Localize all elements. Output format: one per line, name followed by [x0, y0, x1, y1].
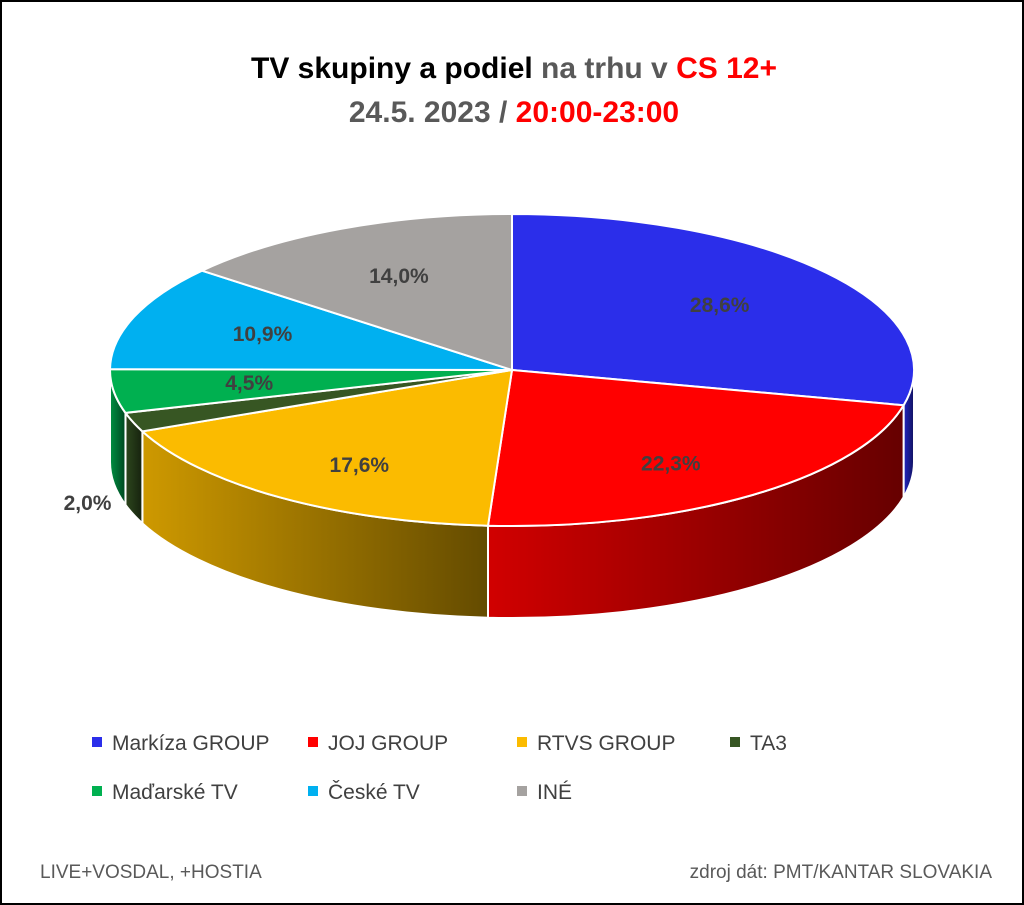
legend-item-joj-group: JOJ GROUP — [308, 732, 448, 756]
pie-slice-joj-group — [486, 368, 906, 527]
legend-item-ceske-tv: České TV — [308, 781, 420, 805]
legend-swatch — [92, 737, 102, 748]
data-label-markiza-group: 28,6% — [690, 294, 750, 317]
legend-label: Maďarské TV — [112, 781, 238, 804]
legend-swatch — [517, 737, 527, 748]
pie-slices — [108, 212, 915, 527]
footer-note: LIVE+VOSDAL, +HOSTIA — [40, 862, 262, 883]
pie-slice-ine — [199, 212, 513, 372]
legend-swatch — [308, 786, 318, 797]
legend-swatch — [308, 737, 318, 748]
legend-swatch — [730, 737, 740, 748]
data-label-ine: 14,0% — [369, 265, 429, 288]
pie-slice-ceske-tv — [108, 269, 513, 371]
pie-slice-markiza-group — [511, 212, 915, 407]
data-label-joj-group: 22,3% — [641, 453, 701, 476]
data-label-rtvs-group: 17,6% — [330, 454, 390, 477]
legend-item-ta3: TA3 — [730, 732, 787, 756]
chart-title: TV skupiny a podiel na trhu v CS 12+ — [2, 52, 1022, 86]
data-label-ceske-tv: 10,9% — [233, 323, 293, 346]
data-label-ta3: 2,0% — [64, 492, 112, 515]
data-label-madarske-tv: 4,5% — [225, 372, 273, 395]
data-labels: 28,6% 22,3% 17,6% 2,0% 4,5% 10,9% 14,0% — [64, 265, 750, 515]
footer-source: zdroj dát: PMT/KANTAR SLOVAKIA — [689, 862, 992, 883]
chart-subtitle: 24.5. 2023 / 20:00-23:00 — [2, 96, 1022, 130]
legend-swatch — [517, 786, 527, 797]
pie-slice-rtvs-group — [140, 368, 514, 527]
title-part-market: na trhu v — [532, 52, 677, 85]
subtitle-timeslot: 20:00-23:00 — [515, 96, 680, 129]
title-part-main: TV skupiny a podiel — [251, 52, 533, 85]
title-part-target: CS 12+ — [676, 52, 777, 85]
legend-label: Markíza GROUP — [112, 732, 270, 755]
subtitle-date: 24.5. 2023 / — [348, 96, 516, 129]
pie-side-walls — [109, 369, 915, 619]
legend-label: JOJ GROUP — [328, 732, 449, 755]
legend-label: RTVS GROUP — [537, 732, 676, 755]
legend-label: České TV — [328, 781, 420, 804]
legend-item-markiza-group: Markíza GROUP — [92, 732, 270, 756]
legend-item-rtvs-group: RTVS GROUP — [517, 732, 675, 756]
legend-swatch — [92, 786, 102, 797]
legend-label: INÉ — [537, 781, 573, 804]
legend-label: TA3 — [750, 732, 787, 755]
legend-item-ine: INÉ — [517, 781, 572, 805]
legend-item-madarske-tv: Maďarské TV — [92, 781, 238, 805]
